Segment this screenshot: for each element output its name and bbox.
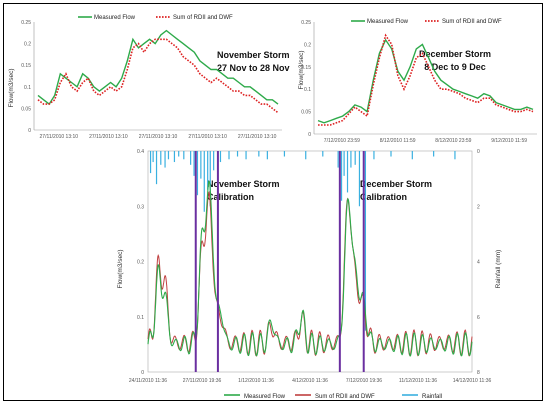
nov-x-tick-label: 27/11/2010 13:10 xyxy=(40,134,79,140)
dec-series-line-model xyxy=(318,33,534,126)
main-y-tick-label: 0.4 xyxy=(137,149,144,155)
dec-x-tick-label: 7/12/2010 23:59 xyxy=(324,138,360,144)
dec-y-tick-label: 0 xyxy=(308,132,311,138)
nov-series-line-model xyxy=(37,38,279,114)
main-y2-axis-label: Rainfall (mm) xyxy=(495,250,502,289)
dec-x-tick-label: 8/12/2010 23:59 xyxy=(435,138,471,144)
main-y2-tick-label: 4 xyxy=(477,260,480,266)
nov-x-tick-label: 27/11/2010 13:10 xyxy=(139,134,178,140)
main-legend-rainfall: Rainfall xyxy=(422,394,442,400)
main-y-tick-label: 0.3 xyxy=(137,204,144,210)
dec-legend-model: Sum of RDII and DWF xyxy=(442,19,502,25)
main-annotation-nov-line1: November Storm xyxy=(207,179,280,189)
main-x-tick-label: 4/12/2010 11:36 xyxy=(292,378,328,384)
main-annotation-dec-line1: December Storm xyxy=(360,179,432,189)
main-y-axis-label: Flow(m3/sec) xyxy=(117,249,124,288)
figure-frame xyxy=(3,3,543,401)
dec-annotation-line1: December Storm xyxy=(419,49,491,59)
main-series-line-measured xyxy=(147,180,473,357)
nov-y-tick-label: 0.1 xyxy=(24,85,31,91)
main-y-tick-label: 0.2 xyxy=(137,260,144,266)
main-annotation-dec-line2: Calibration xyxy=(360,192,407,202)
dec-x-tick-label: 9/12/2010 11:59 xyxy=(491,138,527,144)
main-x-tick-label: 11/12/2010 11:36 xyxy=(399,378,437,384)
main-x-tick-label: 24/11/2010 11:36 xyxy=(129,378,167,384)
nov-annotation-line2: 27 Nov to 28 Nov xyxy=(217,63,290,73)
nov-y-tick-label: 0.05 xyxy=(21,106,31,112)
main-x-tick-label: 14/12/2010 11:36 xyxy=(453,378,492,384)
dec-y-tick-label: 0.15 xyxy=(301,65,311,71)
main-y2-tick-label: 2 xyxy=(477,204,480,210)
dec-y-tick-label: 0.1 xyxy=(304,87,311,93)
nov-x-tick-label: 27/11/2010 13:10 xyxy=(188,134,227,140)
main-y2-tick-label: 8 xyxy=(477,370,480,376)
main-plot-area xyxy=(147,150,473,373)
nov-annotation-line1: November Storm xyxy=(217,50,290,60)
nov-y-tick-label: 0.15 xyxy=(21,63,31,69)
dec-y-tick-label: 0.25 xyxy=(301,20,311,26)
dec-y-axis-label: Flow(m3/sec) xyxy=(298,50,305,89)
main-x-tick-label: 7/12/2010 19:36 xyxy=(346,378,382,384)
dec-x-tick-label: 8/12/2010 11:59 xyxy=(380,138,416,144)
main-x-tick-label: 1/12/2010 11:36 xyxy=(238,378,274,384)
main-x-tick-label: 27/11/2010 19:36 xyxy=(183,378,222,384)
main-annotation-nov-line2: Calibration xyxy=(207,192,254,202)
nov-legend-model: Sum of RDII and DWF xyxy=(173,15,233,21)
nov-x-tick-label: 27/11/2010 13:10 xyxy=(238,134,277,140)
dec-series-line-measured xyxy=(317,38,534,124)
nov-x-tick-label: 27/11/2010 13:10 xyxy=(89,134,128,140)
nov-y-tick-label: 0 xyxy=(28,128,31,134)
dec-legend-measured: Measured Flow xyxy=(367,19,409,25)
dec-y-tick-label: 0.05 xyxy=(301,110,311,116)
main-y2-tick-label: 0 xyxy=(477,149,480,155)
nov-y-tick-label: 0.2 xyxy=(24,42,31,48)
dec-y-tick-label: 0.2 xyxy=(304,42,311,48)
main-y2-tick-label: 6 xyxy=(477,315,480,321)
nov-legend-measured: Measured Flow xyxy=(94,15,136,21)
nov-y-tick-label: 0.25 xyxy=(21,20,31,26)
dec-annotation-line2: 8 Dec to 9 Dec xyxy=(424,62,486,72)
nov-y-axis-label: Flow(m3/sec) xyxy=(8,68,15,107)
main-y-tick-label: 0.1 xyxy=(137,315,144,321)
main-legend-model: Sum of RDII and DWF xyxy=(315,394,375,400)
main-y-tick-label: 0 xyxy=(141,370,144,376)
main-legend-measured: Measured Flow xyxy=(244,394,286,400)
